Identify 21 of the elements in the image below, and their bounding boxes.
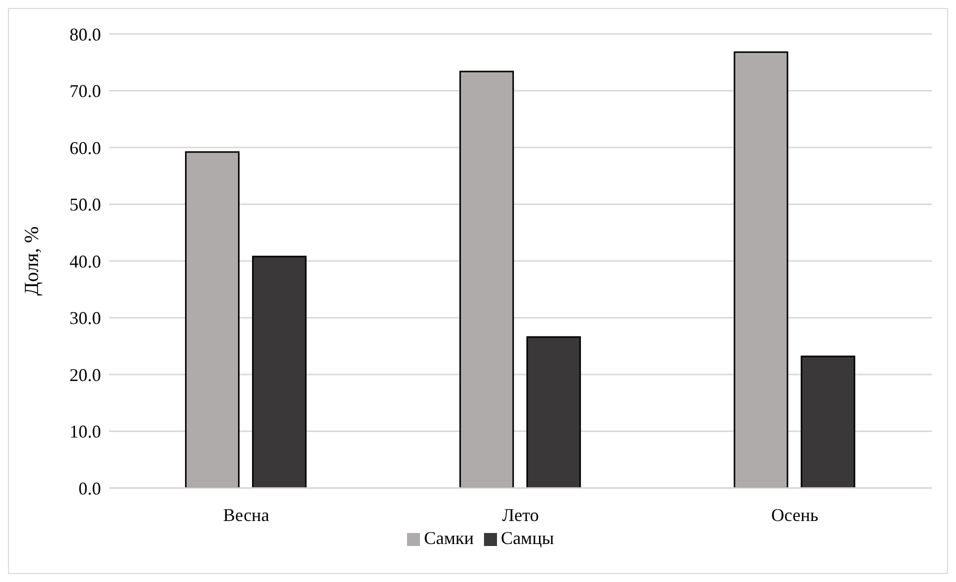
y-tick-label: 40.0 bbox=[70, 251, 101, 272]
bar bbox=[459, 70, 514, 488]
legend-label: Самцы bbox=[500, 528, 554, 548]
y-tick-label: 70.0 bbox=[70, 81, 101, 102]
x-tick-label: Лето bbox=[502, 504, 539, 525]
y-axis-title: Доля, % bbox=[21, 226, 44, 296]
y-tick-label: 10.0 bbox=[70, 422, 101, 442]
legend-label: Самки bbox=[424, 528, 474, 548]
x-tick-label: Осень bbox=[771, 504, 818, 525]
bar bbox=[526, 336, 581, 488]
y-tick-label: 80.0 bbox=[70, 24, 101, 44]
bar bbox=[734, 51, 788, 488]
bar bbox=[800, 356, 856, 488]
y-tick-label: 20.0 bbox=[70, 364, 101, 385]
y-tick-label: 0.0 bbox=[78, 478, 101, 498]
x-tick-label: Весна bbox=[223, 504, 270, 525]
y-tick-label: 60.0 bbox=[70, 138, 101, 158]
bar bbox=[252, 256, 307, 488]
bar bbox=[185, 151, 240, 488]
y-tick-label: 30.0 bbox=[70, 308, 101, 328]
y-tick-label: 50.0 bbox=[70, 194, 101, 215]
